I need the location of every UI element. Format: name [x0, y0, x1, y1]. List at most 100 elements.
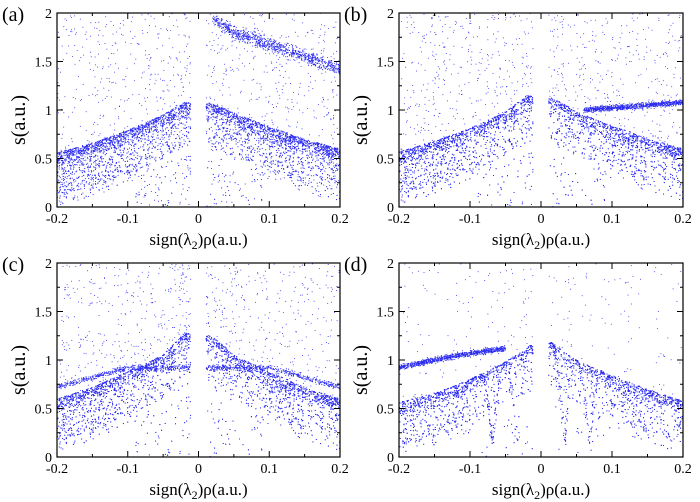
data-point [310, 181, 312, 183]
data-point [94, 148, 96, 150]
data-point [170, 122, 172, 124]
data-point [319, 195, 321, 198]
data-point [290, 140, 292, 142]
data-point [131, 140, 133, 142]
data-point [250, 150, 253, 152]
data-point [250, 134, 252, 136]
data-point [164, 128, 167, 130]
data-point [98, 175, 101, 177]
data-point [290, 175, 292, 177]
data-point [330, 159, 332, 161]
data-point [207, 107, 209, 109]
data-point [234, 132, 236, 134]
data-point [287, 138, 289, 140]
data-point [119, 134, 121, 136]
data-point [315, 147, 317, 150]
data-point [188, 126, 190, 128]
data-point [234, 120, 236, 122]
data-point [290, 173, 292, 175]
data-point [321, 154, 323, 156]
data-point [131, 158, 133, 160]
data-point [213, 110, 215, 112]
data-point [292, 138, 294, 140]
data-point [180, 142, 182, 144]
data-point [235, 138, 237, 140]
data-point [138, 160, 140, 163]
data-point [286, 174, 289, 176]
data-point [135, 137, 137, 139]
data-point [150, 122, 152, 124]
data-point [279, 132, 281, 134]
data-point [144, 180, 146, 182]
data-point [313, 145, 315, 147]
data-point [239, 132, 241, 135]
data-point [324, 150, 326, 153]
data-point [159, 142, 161, 144]
data-point [237, 183, 239, 186]
data-point [161, 182, 163, 184]
data-point [186, 114, 188, 116]
data-point [288, 139, 290, 141]
data-point [103, 181, 105, 183]
data-point [322, 152, 324, 154]
data-point [103, 164, 105, 166]
data-point [178, 165, 180, 167]
data-point [167, 116, 170, 119]
data-point [258, 130, 260, 132]
data-point [254, 123, 256, 125]
data-point [151, 151, 153, 153]
data-point [264, 165, 266, 167]
data-point [271, 138, 273, 140]
data-point [222, 116, 224, 118]
data-point [105, 144, 108, 146]
data-point [262, 125, 264, 127]
data-point [334, 180, 336, 182]
data-point [91, 151, 93, 153]
data-point [181, 146, 183, 148]
data-point [153, 169, 155, 171]
data-point [58, 162, 60, 164]
data-point [225, 192, 227, 194]
data-point [244, 117, 246, 119]
data-point [293, 148, 295, 150]
data-point [73, 188, 75, 190]
data-point [138, 125, 140, 127]
data-point [129, 132, 131, 134]
data-point [94, 183, 96, 185]
data-point [75, 150, 77, 152]
data-point [105, 180, 107, 182]
data-point [242, 125, 244, 127]
data-point [73, 166, 75, 168]
data-point [285, 140, 287, 142]
data-point [260, 131, 262, 133]
data-point [225, 108, 227, 110]
data-point [302, 182, 304, 184]
data-point [157, 137, 159, 139]
data-point [174, 177, 177, 179]
data-point [94, 145, 96, 147]
data-point [127, 133, 129, 135]
data-point [58, 190, 60, 192]
data-point [286, 139, 288, 141]
data-point [328, 153, 330, 155]
data-point [171, 109, 173, 111]
data-point [168, 122, 170, 124]
data-point [187, 144, 189, 146]
data-point [127, 180, 129, 182]
data-point [210, 111, 212, 113]
data-point [291, 167, 293, 169]
data-point [280, 140, 282, 142]
data-point [215, 116, 217, 118]
data-point [160, 158, 162, 160]
data-point [216, 133, 218, 136]
data-point [81, 150, 83, 152]
data-point [157, 134, 159, 136]
data-point [77, 156, 79, 158]
data-point [135, 165, 138, 167]
data-point [180, 108, 182, 110]
data-point [213, 143, 215, 145]
data-point [208, 128, 210, 131]
data-point [163, 118, 165, 120]
data-point [250, 130, 252, 132]
data-point [71, 155, 73, 157]
